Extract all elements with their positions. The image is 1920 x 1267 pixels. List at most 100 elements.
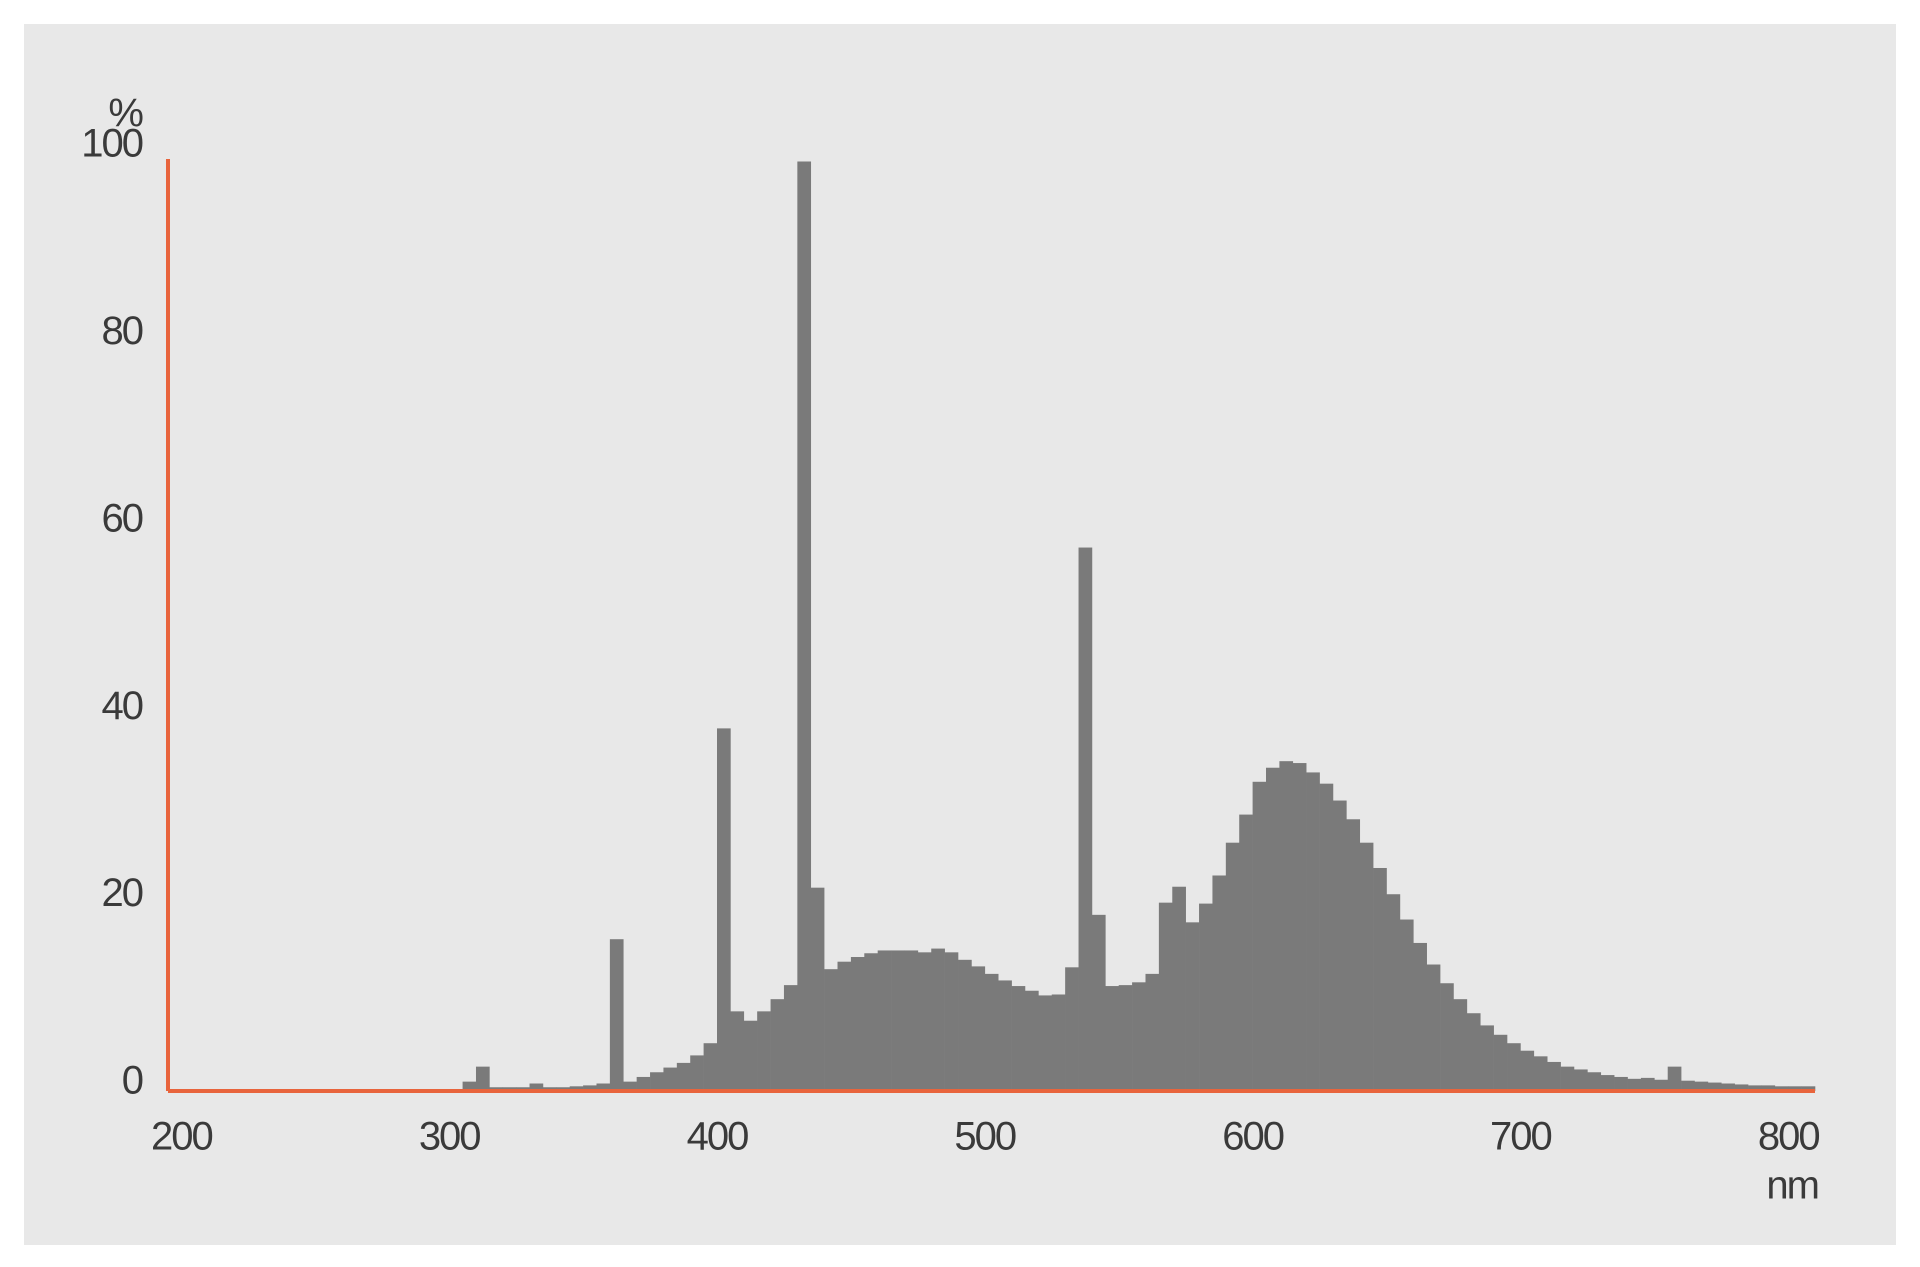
bar [1132, 982, 1146, 1091]
bar [1587, 1072, 1602, 1091]
bar [998, 980, 1012, 1091]
bar [1373, 867, 1387, 1091]
x-tick-label: 400 [687, 1115, 748, 1159]
bar [1748, 1085, 1762, 1091]
bar [1694, 1081, 1709, 1091]
bar [1319, 783, 1334, 1091]
bar [864, 953, 878, 1091]
bar [1266, 767, 1280, 1091]
bar [609, 939, 624, 1091]
x-tick-label: 300 [419, 1115, 480, 1159]
y-tick-label: 60 [102, 496, 143, 540]
bar [1788, 1086, 1802, 1091]
bar [1292, 763, 1307, 1091]
bar [904, 950, 919, 1091]
bar [462, 1081, 477, 1091]
bar [1426, 964, 1441, 1091]
bar [717, 728, 731, 1091]
bar [1252, 781, 1267, 1091]
bar [1573, 1069, 1588, 1091]
bar [1761, 1085, 1776, 1091]
bar [1627, 1078, 1642, 1091]
bar [850, 957, 865, 1091]
bar [1466, 1013, 1481, 1091]
bar [971, 966, 986, 1091]
bar [1734, 1084, 1749, 1091]
x-tick-label: 500 [954, 1115, 1015, 1159]
bar [1279, 761, 1294, 1091]
bar [1507, 1043, 1521, 1091]
bar [1801, 1086, 1816, 1091]
bar [1051, 994, 1066, 1091]
bar [1533, 1056, 1548, 1091]
bar [1105, 986, 1120, 1091]
bar [917, 952, 932, 1091]
bar [623, 1081, 637, 1091]
bar [1480, 1025, 1494, 1091]
bar [1065, 967, 1079, 1091]
bar [1011, 986, 1026, 1091]
x-axis-label: nm [1766, 1164, 1818, 1208]
bar [1212, 875, 1227, 1091]
bar [958, 959, 972, 1091]
bar [743, 1020, 758, 1091]
bar [1774, 1086, 1789, 1091]
bar [810, 887, 825, 1091]
bar [703, 1043, 718, 1091]
bar [1199, 903, 1213, 1091]
bar [1225, 842, 1240, 1091]
bar [1721, 1083, 1735, 1091]
bar [931, 948, 945, 1091]
bar [1667, 1066, 1682, 1091]
bar [1346, 819, 1361, 1091]
bar [1453, 999, 1468, 1091]
bar [1185, 922, 1200, 1091]
y-tick-label: 80 [102, 309, 143, 353]
bar [1413, 942, 1427, 1091]
bar [663, 1067, 678, 1091]
bar [1118, 985, 1133, 1091]
bar [569, 1086, 584, 1091]
bar [1332, 800, 1347, 1091]
bar [1091, 914, 1106, 1091]
y-tick-label: 0 [122, 1059, 143, 1103]
bar [1386, 894, 1401, 1091]
bar [596, 1083, 611, 1091]
bar [1038, 995, 1053, 1091]
y-tick-label: 40 [102, 684, 143, 728]
bar [984, 973, 999, 1091]
bar [1600, 1075, 1615, 1091]
bar [1681, 1080, 1695, 1091]
bar [1078, 547, 1093, 1091]
bar [1172, 886, 1186, 1091]
x-tick-label: 200 [151, 1115, 212, 1159]
bar [730, 1011, 745, 1091]
x-tick-label: 600 [1222, 1115, 1283, 1159]
bar [650, 1072, 664, 1091]
x-tick-label: 800 [1758, 1115, 1819, 1159]
bar [690, 1055, 704, 1091]
bar [1158, 902, 1173, 1091]
bar [529, 1083, 544, 1091]
bar [1654, 1079, 1669, 1091]
bar [636, 1076, 651, 1091]
bar [1547, 1061, 1561, 1091]
bar [1614, 1076, 1628, 1091]
bar [1493, 1034, 1508, 1091]
bar [583, 1085, 597, 1091]
bar [770, 999, 785, 1091]
bar [1640, 1077, 1655, 1091]
bar [837, 961, 852, 1091]
y-axis-label: % [108, 92, 143, 136]
bar [1239, 814, 1253, 1091]
bar [475, 1066, 490, 1091]
bar [1024, 990, 1039, 1091]
bar [1440, 983, 1454, 1091]
bar [877, 950, 892, 1091]
y-tick-label: 100 [81, 122, 142, 166]
bar [1306, 772, 1320, 1091]
bar [676, 1062, 691, 1091]
bar [1399, 919, 1414, 1091]
